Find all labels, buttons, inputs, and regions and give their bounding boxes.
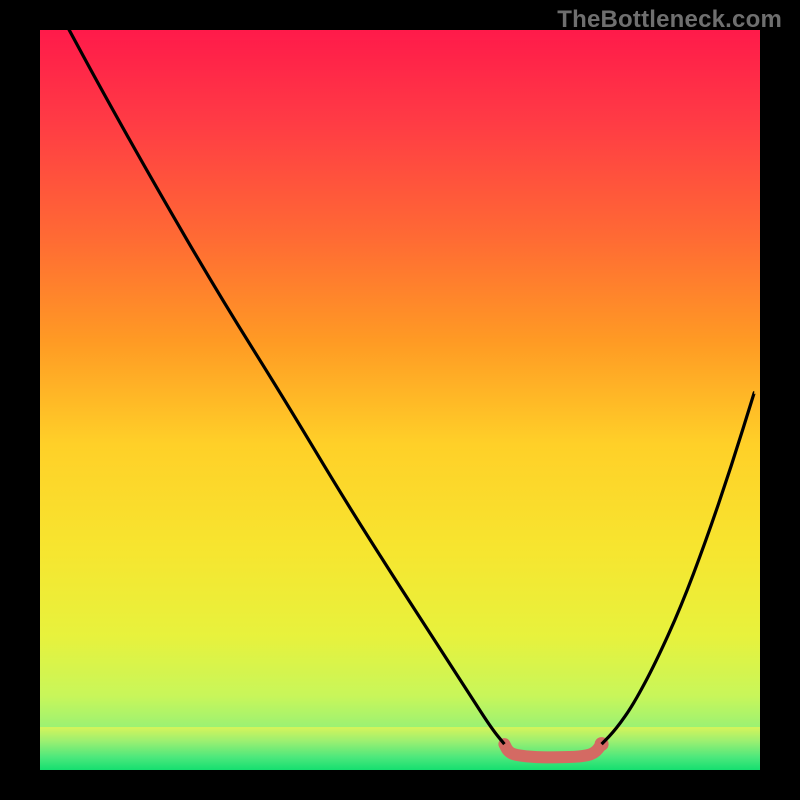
- plot-svg: [40, 30, 760, 770]
- chart-container: TheBottleneck.com: [0, 0, 800, 800]
- plot-area: [40, 30, 760, 770]
- green-band: [40, 727, 760, 770]
- gradient-fill: [40, 30, 760, 770]
